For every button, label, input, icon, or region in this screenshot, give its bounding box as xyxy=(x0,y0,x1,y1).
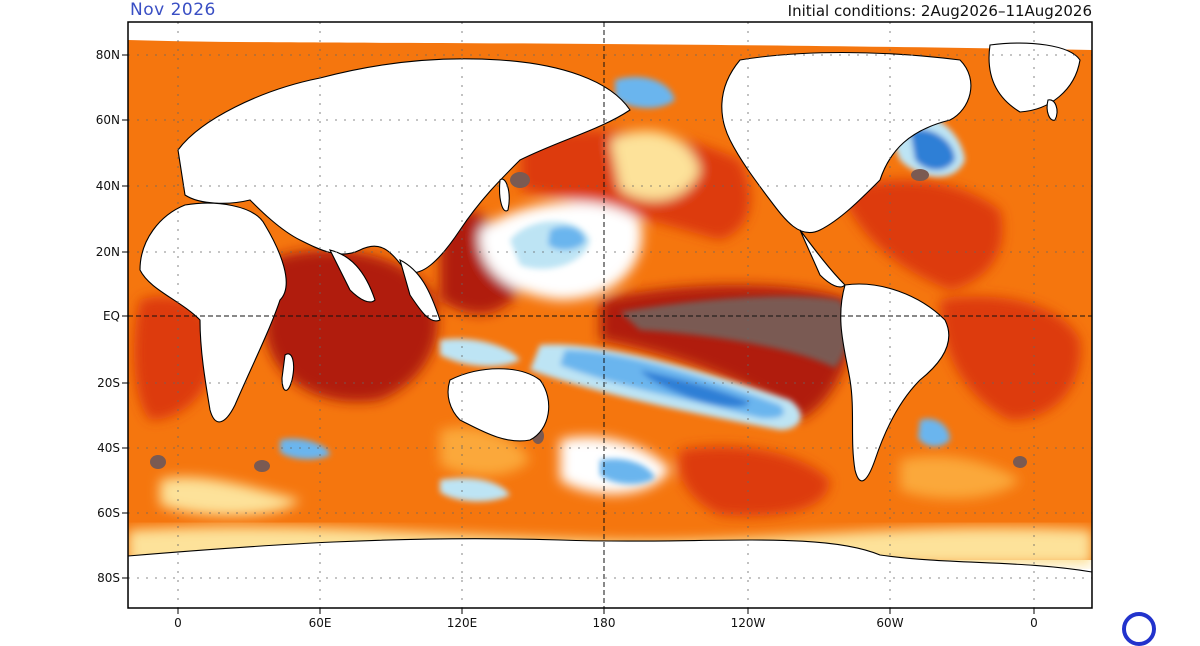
forecast-period: Nov 2026 xyxy=(130,0,216,20)
land-masses xyxy=(128,42,1092,608)
initial-conditions: Initial conditions: 2Aug2026–11Aug2026 xyxy=(787,2,1092,20)
lon-label-180: 180 xyxy=(593,616,616,630)
agency-logo-icon xyxy=(1122,612,1156,646)
lon-label-120w: 120W xyxy=(731,616,766,630)
lon-label-60e: 60E xyxy=(309,616,332,630)
anomaly-field xyxy=(128,22,1092,608)
lat-label-60n: 60N xyxy=(96,113,120,127)
lat-label-40n: 40N xyxy=(96,179,120,193)
lon-label-0-east: 0 xyxy=(1030,616,1038,630)
map-frame xyxy=(127,21,1093,609)
lon-label-0: 0 xyxy=(174,616,182,630)
lat-label-20s: 20S xyxy=(97,376,120,390)
lat-label-40s: 40S xyxy=(97,441,120,455)
lat-label-60s: 60S xyxy=(97,506,120,520)
lat-label-80n: 80N xyxy=(96,48,120,62)
sst-anomaly-map: 80N 60N 40N 20N EQ 20S 40S 60S 80S 0 60E… xyxy=(96,21,1093,630)
lon-label-60w: 60W xyxy=(876,616,903,630)
lat-label-80s: 80S xyxy=(97,571,120,585)
lat-label-20n: 20N xyxy=(96,245,120,259)
lat-label-eq: EQ xyxy=(103,309,120,323)
lon-label-120e: 120E xyxy=(447,616,478,630)
